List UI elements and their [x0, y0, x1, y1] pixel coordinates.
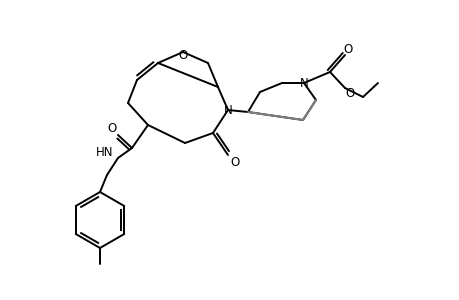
Text: O: O — [178, 49, 187, 62]
Text: N: N — [223, 103, 232, 116]
Text: O: O — [342, 43, 352, 56]
Text: O: O — [345, 86, 354, 100]
Text: HN: HN — [96, 146, 113, 158]
Text: N: N — [299, 76, 308, 89]
Text: O: O — [230, 155, 239, 169]
Text: O: O — [107, 122, 117, 134]
